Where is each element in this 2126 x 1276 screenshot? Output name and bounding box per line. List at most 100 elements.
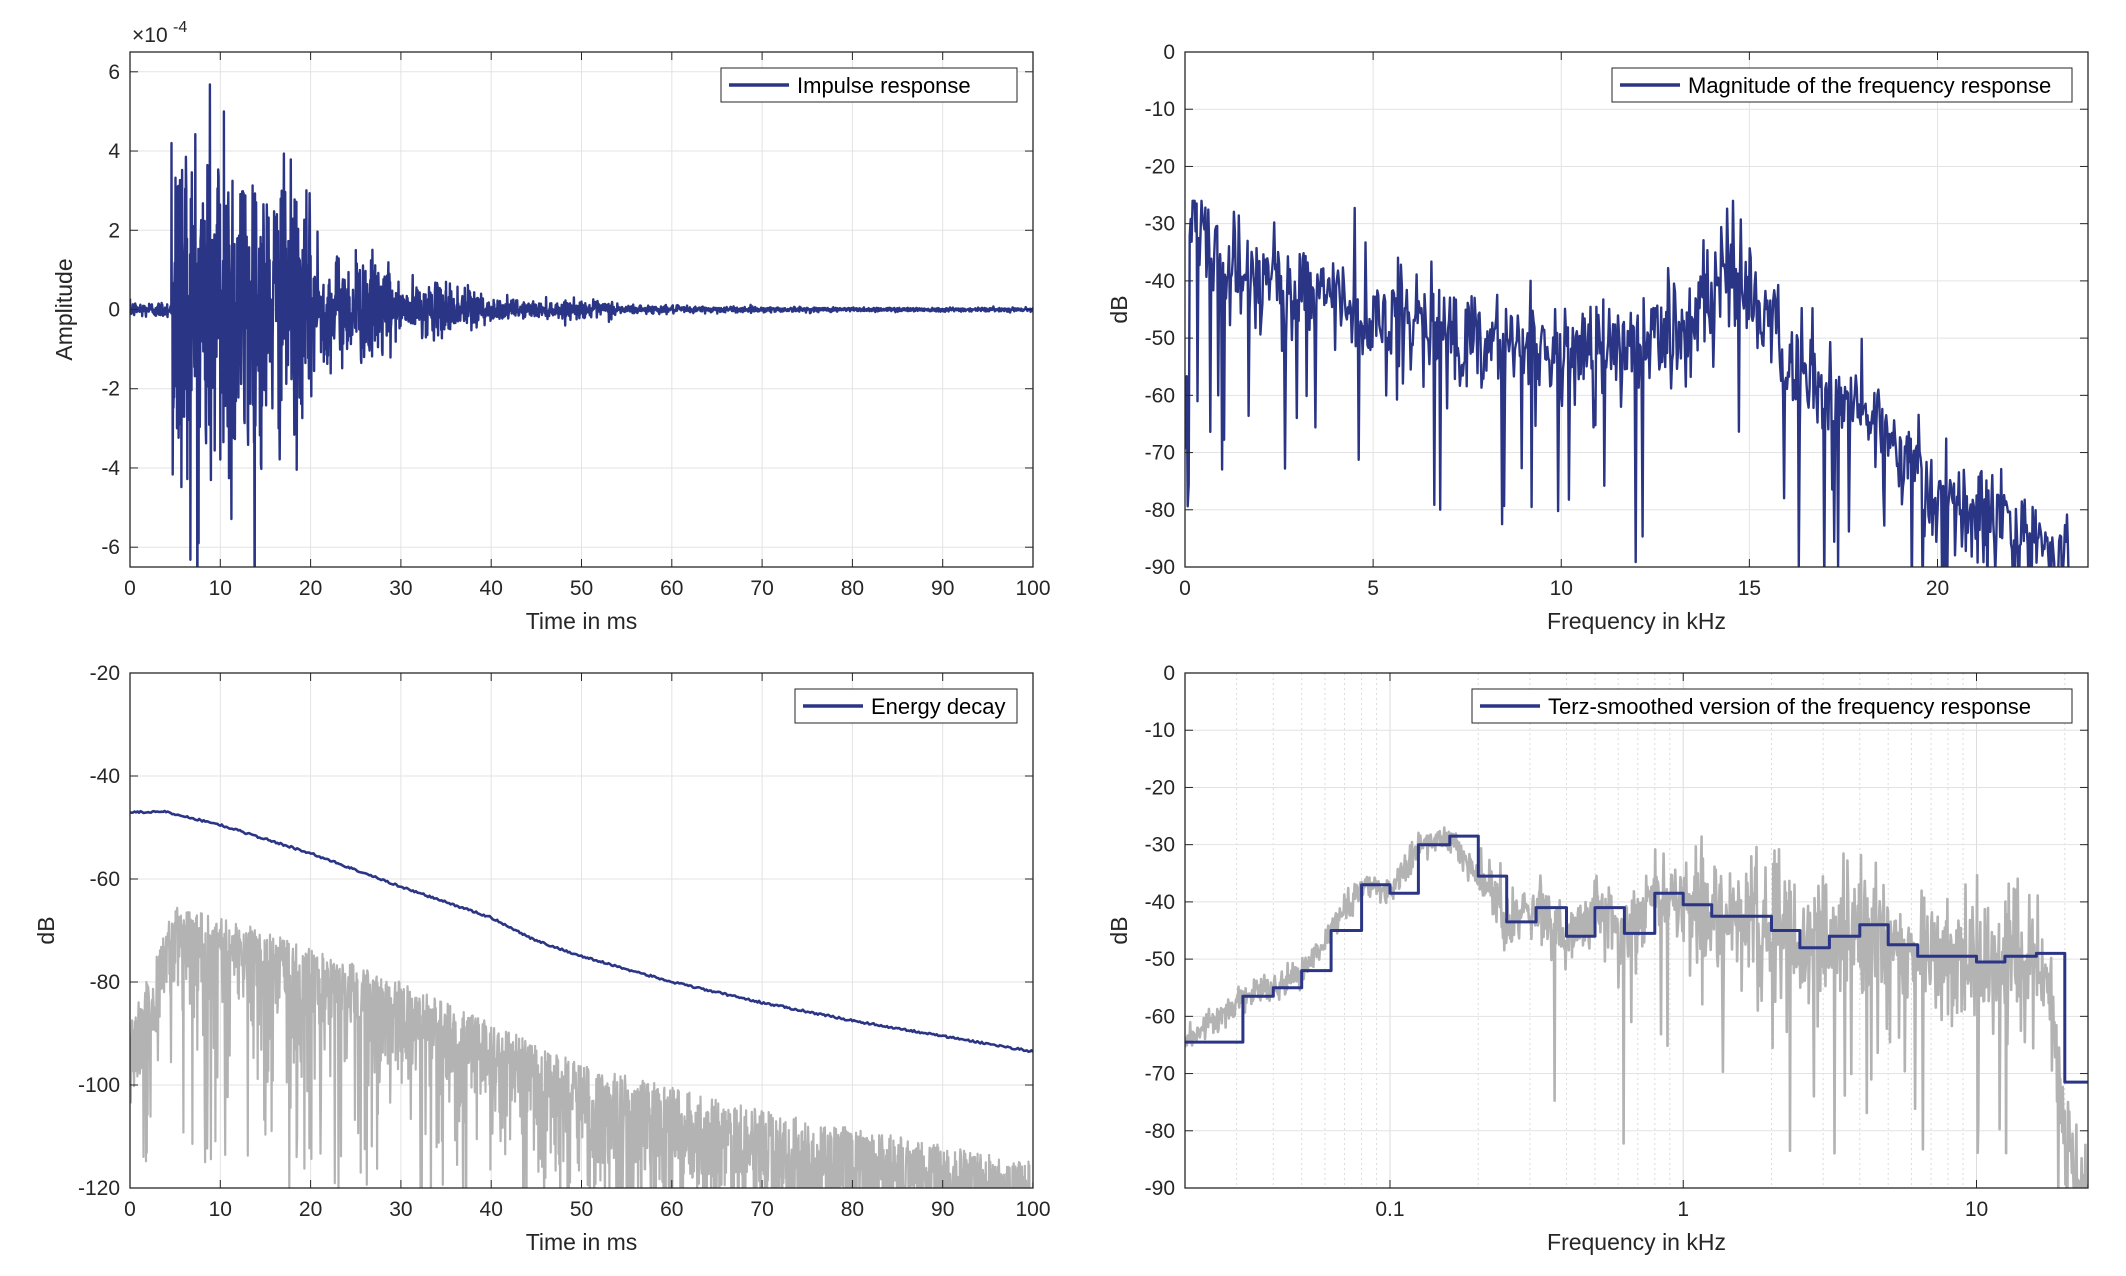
series-line-gray xyxy=(1185,826,2088,1188)
x-tick-label: 70 xyxy=(750,1198,773,1221)
x-tick-label: 0 xyxy=(124,577,136,600)
series-line xyxy=(130,83,1033,567)
legend: Impulse response xyxy=(720,67,1018,103)
y-tick-label: -30 xyxy=(1145,834,1175,857)
legend: Terz-smoothed version of the frequency r… xyxy=(1471,688,2073,724)
x-tick-label: 60 xyxy=(660,577,683,600)
chart-panel-3: 0 10 20 30 40 50 60 70 80 90 100 -20 -40 -60 -80 -100 -1… xyxy=(33,662,1051,1255)
legend: Energy decay xyxy=(794,688,1018,724)
y-tick-label: -50 xyxy=(1145,327,1175,350)
y-tick-label: -70 xyxy=(1145,1063,1175,1086)
y-tick-label: 0 xyxy=(1163,662,1175,685)
y-tick-label: -10 xyxy=(1145,98,1175,121)
y-tick-label: -2 xyxy=(101,378,120,401)
y-tick-label: -20 xyxy=(1145,155,1175,178)
axes-frame xyxy=(1184,51,2089,568)
y-tick-label: 6 xyxy=(108,61,120,84)
y-tick-label: -60 xyxy=(90,868,120,891)
legend-label: Terz-smoothed version of the frequency r… xyxy=(1548,694,2031,719)
y-tick-label: -4 xyxy=(101,457,120,480)
x-tick-label: 90 xyxy=(931,1198,954,1221)
y-tick-label: -40 xyxy=(1145,891,1175,914)
series-line-gray xyxy=(130,906,1033,1188)
x-tick-label: 10 xyxy=(1550,577,1573,600)
x-tick-label: 0 xyxy=(1179,577,1191,600)
x-tick-label: 40 xyxy=(480,577,503,600)
chart-panel-2: 0 5 10 15 20 0 -10 -20 -30 -40 -50 -60 -70 -80 -90 Freq… xyxy=(1106,41,2089,634)
x-tick-label: 30 xyxy=(389,577,412,600)
legend-box xyxy=(1611,67,2073,103)
y-tick-label: -60 xyxy=(1145,384,1175,407)
y-tick-label: -100 xyxy=(78,1074,120,1097)
x-tick-label: 40 xyxy=(480,1198,503,1221)
series-line xyxy=(1185,834,2088,1084)
grid xyxy=(129,672,1034,1189)
x-tick-label: 20 xyxy=(299,1198,322,1221)
y-tick-label: -50 xyxy=(1145,948,1175,971)
y-tick-label: -40 xyxy=(1145,270,1175,293)
x-tick-label: 20 xyxy=(1926,577,1949,600)
series-line xyxy=(1185,199,2070,567)
series-line xyxy=(130,809,1033,1054)
x-tick-label: 100 xyxy=(1015,1198,1050,1221)
exponent-power: -4 xyxy=(173,19,187,36)
y-axis-label: dB xyxy=(33,916,59,944)
legend-label: Impulse response xyxy=(797,73,971,98)
y-tick-label: -120 xyxy=(78,1177,120,1200)
y-tick-label: -10 xyxy=(1145,719,1175,742)
x-tick-label: 80 xyxy=(841,577,864,600)
y-tick-label: 0 xyxy=(108,299,120,322)
legend: Magnitude of the frequency response xyxy=(1611,67,2073,103)
y-tick-label: -90 xyxy=(1145,1177,1175,1200)
x-tick-label: 50 xyxy=(570,577,593,600)
y-tick-label: -90 xyxy=(1145,556,1175,579)
y-tick-label: -6 xyxy=(101,536,120,559)
x-tick-label: 30 xyxy=(389,1198,412,1221)
x-tick-label: 10 xyxy=(209,1198,232,1221)
legend-label: Energy decay xyxy=(871,694,1006,719)
chart-panel-1: 0 10 20 30 40 50 60 70 80 90 100 -6 -4 -2 0 2 4 6 Time in … xyxy=(51,19,1051,634)
axes-frame xyxy=(1184,672,2089,1189)
x-tick-label: 15 xyxy=(1738,577,1761,600)
series-layer xyxy=(130,809,1033,1188)
x-axis-label: Frequency in kHz xyxy=(1547,608,1726,634)
y-tick-label: -30 xyxy=(1145,213,1175,236)
y-tick-label: 0 xyxy=(1163,41,1175,64)
x-tick-label: 100 xyxy=(1015,577,1050,600)
legend-label: Magnitude of the frequency response xyxy=(1688,73,2051,98)
x-tick-label: 0 xyxy=(124,1198,136,1221)
x-axis-label: Time in ms xyxy=(526,1229,638,1255)
legend-box xyxy=(1471,688,2073,724)
y-tick-label: -70 xyxy=(1145,442,1175,465)
y-tick-label: -40 xyxy=(90,765,120,788)
x-axis-label: Time in ms xyxy=(526,608,638,634)
x-tick-label: 10 xyxy=(1965,1198,1988,1221)
y-tick-label: -20 xyxy=(1145,776,1175,799)
x-tick-label: 90 xyxy=(931,577,954,600)
x-tick-label: 80 xyxy=(841,1198,864,1221)
y-tick-label: -80 xyxy=(1145,499,1175,522)
y-axis-label: Amplitude xyxy=(51,258,77,360)
y-axis-label: dB xyxy=(1106,916,1132,944)
x-tick-label: 0.1 xyxy=(1375,1198,1404,1221)
y-tick-label: -20 xyxy=(90,662,120,685)
y-tick-label: -60 xyxy=(1145,1005,1175,1028)
chart-panel-4: 0.1 1 10 0 -10 -20 -30 -40 -50 -60 -70 -80 -90 Freque… xyxy=(1106,662,2089,1255)
x-tick-label: 60 xyxy=(660,1198,683,1221)
y-tick-label: -80 xyxy=(1145,1120,1175,1143)
series-layer xyxy=(1185,199,2070,567)
exponent-label: ×10 -4 xyxy=(132,19,187,47)
x-tick-label: 70 xyxy=(750,577,773,600)
x-tick-label: 20 xyxy=(299,577,322,600)
x-tick-label: 1 xyxy=(1677,1198,1689,1221)
x-axis-label: Frequency in kHz xyxy=(1547,1229,1726,1255)
x-tick-label: 50 xyxy=(570,1198,593,1221)
y-tick-label: -80 xyxy=(90,971,120,994)
x-tick-label: 10 xyxy=(209,577,232,600)
exponent-base: ×10 xyxy=(132,24,168,47)
y-tick-label: 2 xyxy=(108,219,120,242)
y-tick-label: 4 xyxy=(108,140,120,163)
x-tick-label: 5 xyxy=(1367,577,1379,600)
y-axis-label: dB xyxy=(1106,295,1132,323)
